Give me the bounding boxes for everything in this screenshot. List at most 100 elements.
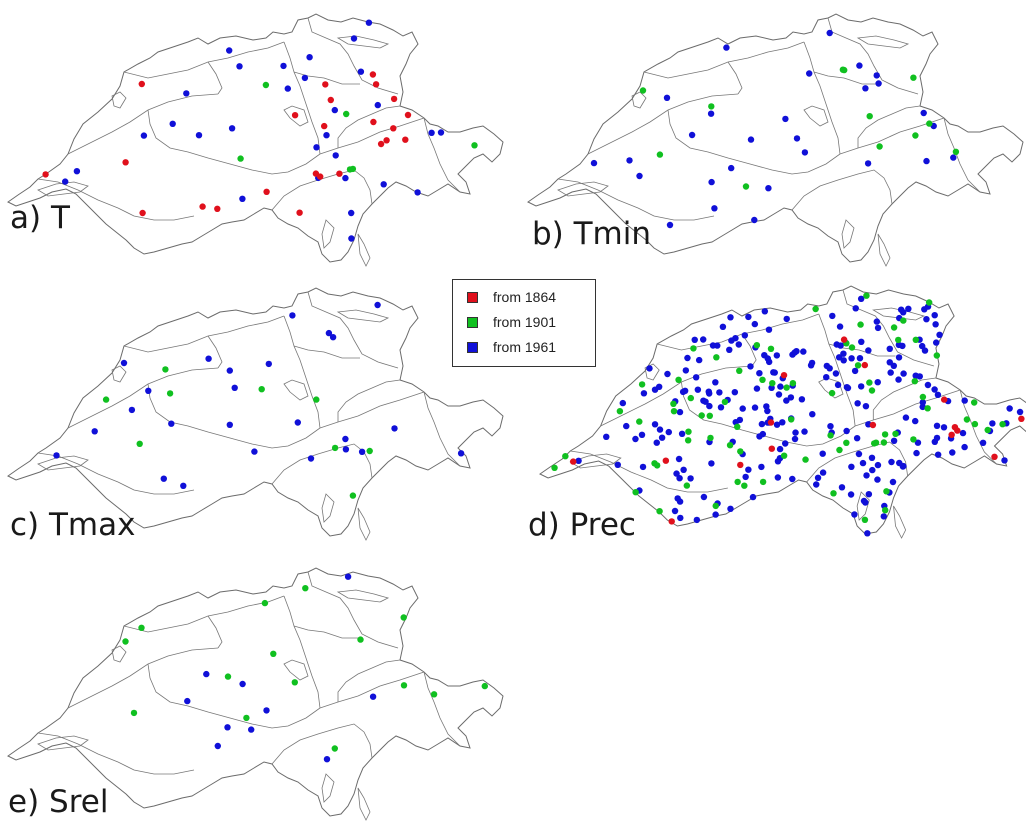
station-dot-green (741, 482, 748, 489)
station-dot-blue (693, 516, 701, 524)
station-dot-blue (676, 475, 683, 482)
region-border (319, 117, 425, 155)
station-dot-red (662, 457, 670, 464)
station-dot-blue (829, 312, 836, 320)
station-dot-blue (838, 484, 846, 491)
station-dot-blue (857, 383, 865, 390)
station-dot-blue (1001, 457, 1008, 464)
station-dot-blue (226, 367, 233, 374)
station-dot-green (892, 430, 899, 437)
region-border (587, 93, 739, 155)
station-dot-green (349, 492, 357, 499)
region-border (423, 391, 461, 467)
region-border (839, 117, 945, 155)
region-border (283, 595, 321, 709)
station-dot-blue (813, 481, 820, 488)
station-dot-blue (263, 707, 270, 714)
station-dot-blue (860, 497, 868, 505)
station-dot-blue (905, 305, 912, 312)
station-dot-blue (858, 338, 865, 345)
station-dot-green (769, 380, 776, 387)
station-dot-blue (924, 381, 932, 389)
station-dot-blue (775, 391, 783, 398)
station-dot-blue (62, 178, 69, 185)
country-outline (527, 13, 1024, 263)
station-dot-blue (801, 149, 809, 156)
station-dot-green (925, 299, 933, 306)
station-dot-blue (251, 448, 258, 455)
station-dot-blue (854, 400, 861, 407)
lake-outline (283, 105, 309, 127)
region-border (293, 71, 360, 85)
station-dot-blue (853, 435, 861, 442)
station-dot-blue (666, 221, 674, 229)
station-dot-blue (301, 74, 309, 82)
station-dot-blue (874, 324, 882, 332)
station-dot-blue (711, 205, 718, 212)
station-dot-blue (836, 323, 844, 330)
panel-label-srel: e) Srel (8, 784, 109, 820)
country-outline (7, 13, 504, 263)
station-dot-blue (875, 80, 882, 87)
station-dot-green (638, 381, 646, 388)
region-border (727, 61, 743, 95)
station-dot-blue (914, 439, 922, 446)
station-dot-blue (374, 101, 381, 109)
station-dot-green (881, 507, 889, 514)
map-panel-srel: e) Srel (0, 560, 520, 821)
station-dot-blue (932, 321, 939, 328)
station-dot-green (910, 436, 917, 443)
station-dot-green (166, 390, 174, 397)
map-tmin-svg (527, 13, 1024, 267)
region-border (67, 367, 219, 429)
station-dot-blue (284, 85, 291, 92)
lake-outline (37, 181, 89, 197)
station-dot-blue (791, 349, 798, 356)
region-border (423, 671, 461, 747)
station-dot-blue (833, 341, 840, 348)
station-dot-blue (350, 35, 358, 42)
station-dot-blue (700, 493, 708, 501)
station-dot-green (861, 516, 869, 523)
station-dot-blue (814, 474, 822, 481)
station-dot-green (912, 132, 919, 139)
station-dot-red (214, 205, 221, 212)
station-dot-blue (800, 348, 807, 355)
station-dot-green (651, 460, 658, 467)
station-dot-blue (265, 360, 272, 368)
station-dot-blue (886, 345, 893, 352)
map-panel-tmax: c) Tmax (0, 280, 520, 550)
station-dot-blue (913, 449, 920, 457)
station-dot-blue (639, 463, 647, 471)
station-dot-blue (226, 421, 233, 428)
station-dot-blue (717, 404, 725, 411)
region-border (667, 109, 841, 175)
station-dot-blue (91, 428, 98, 435)
station-dot-green (685, 428, 692, 435)
station-dot-blue (665, 428, 673, 436)
region-border (818, 313, 856, 427)
station-dot-blue (646, 365, 653, 372)
map-group (7, 567, 504, 821)
station-dot-blue (747, 136, 755, 143)
station-dot-blue (774, 474, 782, 481)
station-dot-blue (145, 387, 152, 394)
station-dot-red (404, 111, 412, 119)
map-group (7, 287, 504, 541)
station-dot-red (336, 170, 343, 177)
lake-outline (111, 645, 127, 663)
station-dot-green (868, 387, 876, 394)
station-dot-blue (228, 125, 236, 132)
station-dot-blue (989, 420, 996, 427)
station-dot-blue (663, 94, 671, 102)
station-dot-blue (961, 397, 968, 404)
station-dot-blue (855, 450, 863, 458)
station-dot-blue (756, 433, 763, 440)
station-dot-blue (889, 478, 897, 486)
station-dot-green (162, 366, 169, 373)
legend-label: from 1961 (493, 339, 557, 355)
station-dot-green (836, 446, 843, 454)
region-border (37, 732, 195, 775)
station-dot-blue (745, 313, 752, 321)
station-dot-blue (827, 423, 834, 430)
